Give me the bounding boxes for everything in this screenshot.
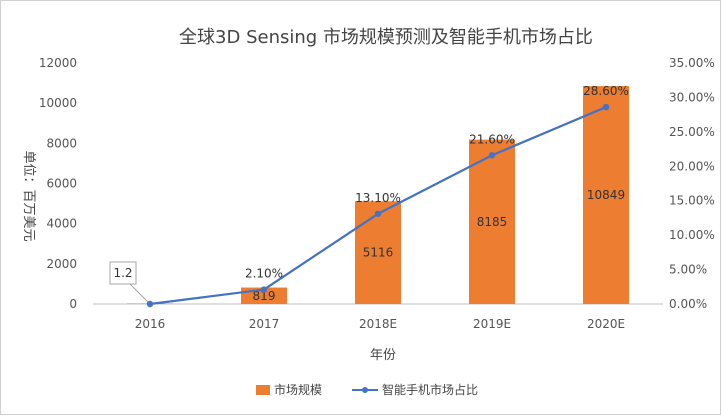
line-point — [374, 210, 382, 217]
line-value-label: 2.10% — [245, 267, 283, 281]
line-point — [488, 152, 496, 159]
line-point — [146, 300, 154, 308]
y-axis-left: 0 2000 4000 6000 8000 10000 12000 — [39, 56, 77, 311]
y-tick-label: 6000 — [46, 177, 77, 191]
bar-series: 1.2 819 5116 8185 10849 — [109, 86, 629, 305]
legend: 市场规模 智能手机市场占比 — [256, 382, 478, 397]
x-tick-label: 2020E — [587, 317, 625, 331]
bar-value-label: 10849 — [587, 188, 625, 202]
line-series: 2.10% 13.10% 21.60% 28.60% — [146, 84, 629, 308]
y2-tick-label: 35.00% — [669, 56, 715, 70]
x-axis: 2016 2017 2018E 2019E 2020E — [93, 303, 663, 331]
chart-title: 全球3D Sensing 市场规模预测及智能手机市场占比 — [179, 27, 593, 48]
bar-value-label: 8185 — [477, 215, 508, 229]
y-axis-right: 0.00% 5.00% 10.00% 15.00% 20.00% 25.00% 30.00%… — [669, 56, 715, 311]
y2-tick-label: 25.00% — [669, 125, 715, 139]
y-tick-label: 0 — [69, 297, 77, 311]
y2-tick-label: 5.00% — [669, 263, 707, 277]
y2-tick-label: 15.00% — [669, 194, 715, 208]
bar-value-label: 819 — [253, 289, 276, 303]
x-tick-label: 2018E — [359, 317, 397, 331]
y2-tick-label: 0.00% — [669, 297, 707, 311]
y-tick-label: 10000 — [39, 96, 77, 110]
y-axis-title: 单位：百万美元 — [21, 150, 36, 241]
legend-swatch-bar — [256, 385, 270, 395]
bar — [469, 139, 515, 304]
bar-value-label: 1.2 — [113, 266, 132, 280]
line-value-label: 21.60% — [469, 132, 515, 146]
bar-label-leader — [129, 283, 149, 303]
line-point — [602, 103, 610, 111]
y-tick-label: 12000 — [39, 56, 77, 70]
legend-label: 市场规模 — [274, 382, 322, 397]
y2-tick-label: 10.00% — [669, 228, 715, 242]
bar — [583, 86, 629, 305]
x-axis-title: 年份 — [370, 348, 396, 363]
y-tick-label: 2000 — [46, 257, 77, 271]
x-tick-label: 2017 — [249, 317, 280, 331]
bar — [355, 201, 401, 304]
bar-value-label: 5116 — [363, 246, 394, 260]
x-tick-label: 2016 — [135, 317, 166, 331]
y-tick-label: 4000 — [46, 217, 77, 231]
y-tick-label: 8000 — [46, 136, 77, 150]
line-value-label: 13.10% — [355, 191, 401, 205]
legend-swatch-marker — [362, 387, 368, 393]
y2-tick-label: 20.00% — [669, 159, 715, 173]
y2-tick-label: 30.00% — [669, 90, 715, 104]
x-tick-label: 2019E — [473, 317, 511, 331]
line-value-label: 28.60% — [583, 84, 629, 98]
bar-label-callout — [109, 261, 137, 285]
line-point — [260, 286, 268, 293]
legend-label: 智能手机市场占比 — [382, 382, 478, 397]
